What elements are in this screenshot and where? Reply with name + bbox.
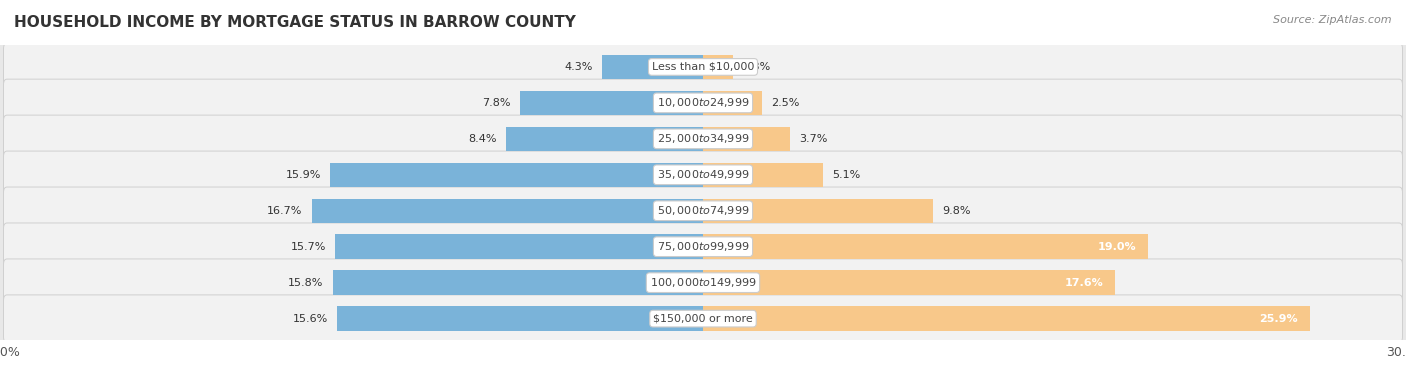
Bar [333,270,703,295]
Text: $100,000 to $149,999: $100,000 to $149,999 [650,276,756,289]
Bar [337,307,703,331]
FancyBboxPatch shape [3,187,1403,234]
Bar [703,91,762,115]
Text: $25,000 to $34,999: $25,000 to $34,999 [657,132,749,146]
Text: 7.8%: 7.8% [482,98,510,108]
Text: 15.8%: 15.8% [288,278,323,288]
Text: 15.6%: 15.6% [292,314,328,324]
Text: 25.9%: 25.9% [1260,314,1298,324]
FancyBboxPatch shape [3,79,1403,127]
Text: 1.3%: 1.3% [742,62,770,72]
Text: Less than $10,000: Less than $10,000 [652,62,754,72]
Text: 15.7%: 15.7% [291,242,326,252]
Text: 19.0%: 19.0% [1098,242,1136,252]
Bar [703,55,734,79]
Bar [312,198,703,223]
Text: 15.9%: 15.9% [285,170,321,180]
Text: $35,000 to $49,999: $35,000 to $49,999 [657,168,749,181]
Bar [703,127,790,151]
Text: $10,000 to $24,999: $10,000 to $24,999 [657,96,749,109]
FancyBboxPatch shape [3,223,1403,270]
FancyBboxPatch shape [3,259,1403,307]
Bar [335,234,703,259]
Bar [703,198,932,223]
Text: 2.5%: 2.5% [770,98,800,108]
Bar [703,163,823,187]
Text: 5.1%: 5.1% [832,170,860,180]
Text: 8.4%: 8.4% [468,134,496,144]
Bar [602,55,703,79]
Text: 4.3%: 4.3% [564,62,593,72]
Bar [520,91,703,115]
Text: 17.6%: 17.6% [1064,278,1104,288]
Bar [703,307,1310,331]
Text: $150,000 or more: $150,000 or more [654,314,752,324]
FancyBboxPatch shape [3,115,1403,163]
Bar [703,270,1115,295]
FancyBboxPatch shape [3,43,1403,91]
Bar [506,127,703,151]
Text: Source: ZipAtlas.com: Source: ZipAtlas.com [1274,15,1392,25]
Legend: Without Mortgage, With Mortgage: Without Mortgage, With Mortgage [561,376,845,378]
FancyBboxPatch shape [3,295,1403,342]
Text: 16.7%: 16.7% [267,206,302,216]
FancyBboxPatch shape [3,151,1403,198]
Text: 3.7%: 3.7% [799,134,828,144]
Bar [703,234,1149,259]
Text: HOUSEHOLD INCOME BY MORTGAGE STATUS IN BARROW COUNTY: HOUSEHOLD INCOME BY MORTGAGE STATUS IN B… [14,15,576,30]
Text: $50,000 to $74,999: $50,000 to $74,999 [657,204,749,217]
Text: $75,000 to $99,999: $75,000 to $99,999 [657,240,749,253]
Text: 9.8%: 9.8% [942,206,970,216]
Bar [330,163,703,187]
